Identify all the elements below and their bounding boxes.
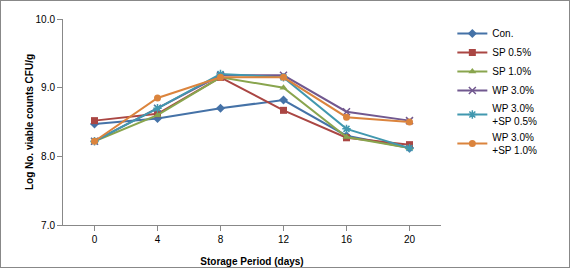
- svg-text:4: 4: [155, 234, 161, 245]
- svg-text:10.0: 10.0: [36, 14, 56, 25]
- svg-text:20: 20: [404, 234, 416, 245]
- svg-text:SP 1.0%: SP 1.0%: [492, 66, 531, 77]
- svg-text:WP 3.0%: WP 3.0%: [492, 85, 534, 96]
- svg-text:12: 12: [278, 234, 290, 245]
- svg-text:Log No. viable counts CFU/g: Log No. viable counts CFU/g: [24, 54, 35, 190]
- svg-text:0: 0: [92, 234, 98, 245]
- svg-text:SP 0.5%: SP 0.5%: [492, 47, 531, 58]
- svg-text:WP 3.0%+SP 1.0%: WP 3.0%+SP 1.0%: [492, 132, 537, 156]
- svg-text:WP 3.0%+SP 0.5%: WP 3.0%+SP 0.5%: [492, 103, 537, 127]
- svg-text:Storage Period (days): Storage Period (days): [200, 256, 303, 267]
- svg-text:16: 16: [341, 234, 353, 245]
- svg-text:9.0: 9.0: [41, 82, 55, 93]
- svg-text:7.0: 7.0: [41, 220, 55, 231]
- svg-text:8: 8: [218, 234, 224, 245]
- svg-text:8.0: 8.0: [41, 151, 55, 162]
- svg-text:Con.: Con.: [492, 28, 513, 39]
